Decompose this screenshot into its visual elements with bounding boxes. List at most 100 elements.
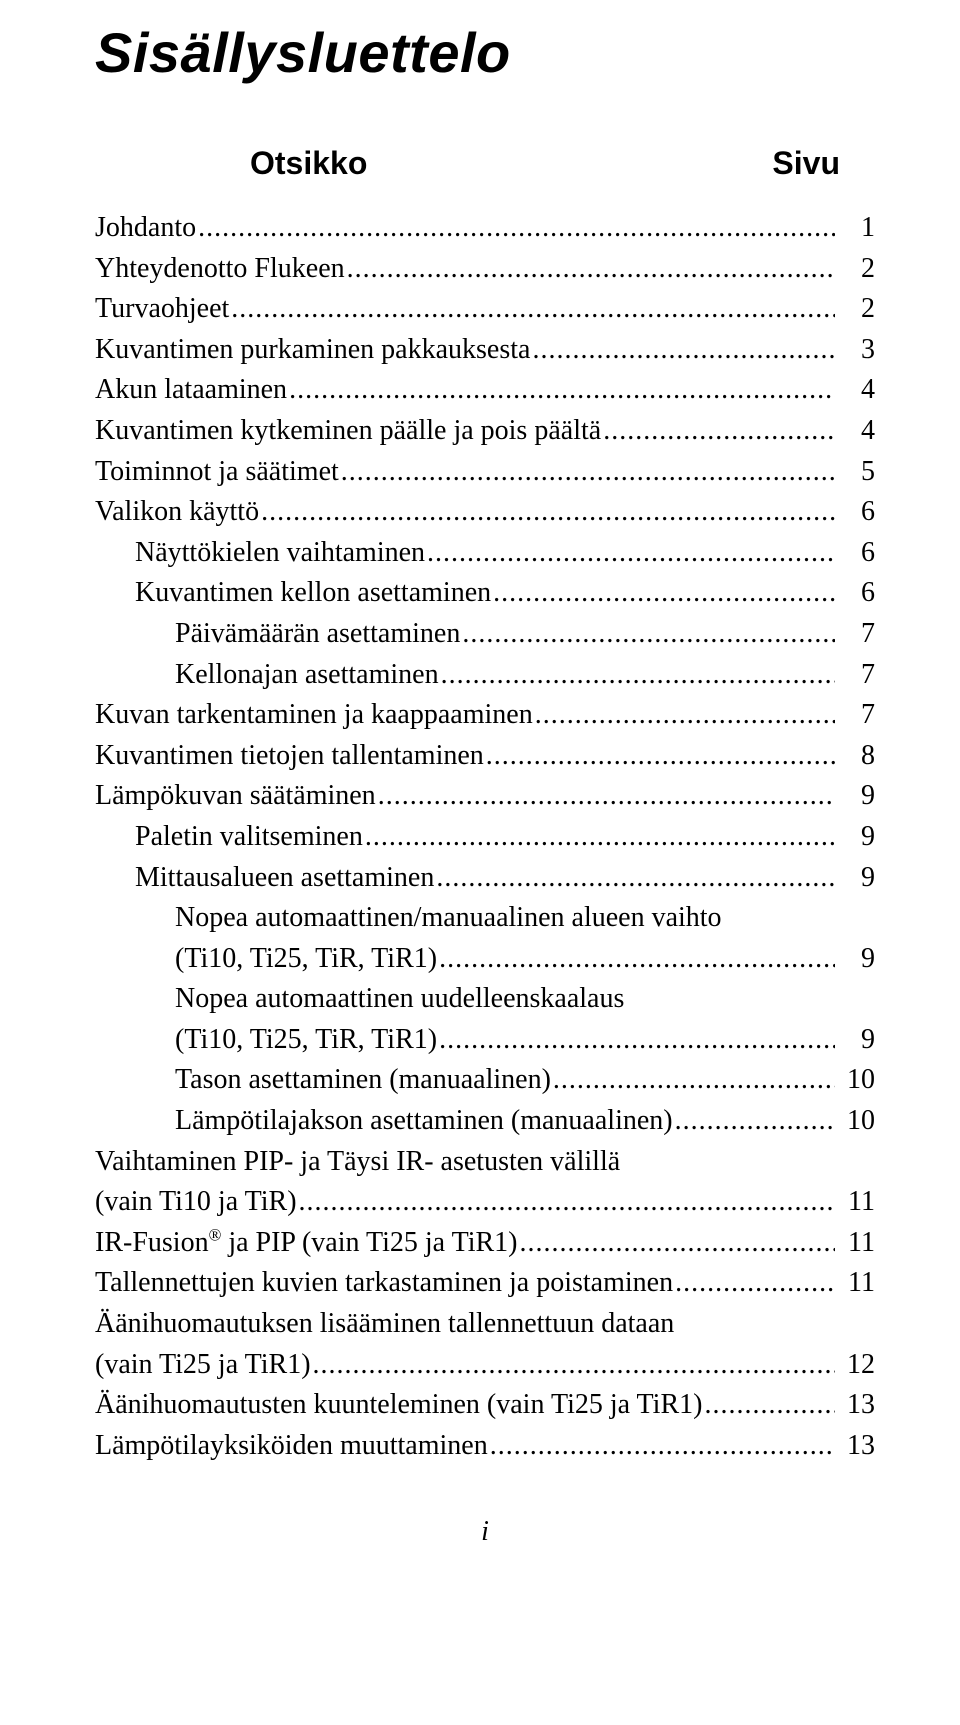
toc-entry-label: Akun lataaminen: [95, 370, 287, 411]
toc-leader-dots: [259, 492, 835, 533]
toc-entry: Valikon käyttö 6: [95, 492, 875, 533]
toc-entry-label: Tason asettaminen (manuaalinen): [175, 1060, 551, 1101]
document-title: Sisällysluettelo: [95, 20, 875, 85]
toc-entry: IR-Fusion® ja PIP (vain Ti25 ja TiR1)11: [95, 1223, 875, 1264]
toc-entry: Mittausalueen asettaminen 9: [95, 858, 875, 899]
toc-entry-label: Kuvantimen tietojen tallentaminen: [95, 736, 484, 777]
toc-entry-page: 7: [835, 655, 875, 696]
toc-entry: Kuvantimen kytkeminen päälle ja pois pää…: [95, 411, 875, 452]
toc-leader-dots: [196, 208, 835, 249]
toc-leader-dots: [673, 1263, 835, 1304]
page-number: i: [95, 1516, 875, 1548]
toc-entry-continuation: (vain Ti25 ja TiR1)12: [95, 1345, 875, 1386]
toc-entry-label: Vaihtaminen PIP- ja Täysi IR- asetusten …: [95, 1142, 620, 1183]
toc-entry-label: Lämpökuvan säätäminen: [95, 776, 376, 817]
toc-leader-dots: [287, 370, 835, 411]
toc-entry-label: Paletin valitseminen: [135, 817, 363, 858]
toc-entry-label: Toiminnot ja säätimet: [95, 452, 339, 493]
toc-entry: Päivämäärän asettaminen 7: [95, 614, 875, 655]
toc-column-headers: Otsikko Sivu: [95, 145, 875, 182]
toc-entry: Kuvantimen kellon asettaminen6: [95, 573, 875, 614]
toc-leader-dots: [345, 249, 835, 290]
toc-entry-page: 2: [835, 289, 875, 330]
toc-entry: Vaihtaminen PIP- ja Täysi IR- asetusten …: [95, 1142, 875, 1183]
toc-entry: Johdanto1: [95, 208, 875, 249]
toc-entry-continuation-label: (vain Ti10 ja TiR): [95, 1182, 297, 1223]
column-header-title: Otsikko: [250, 145, 367, 182]
toc-entry: Tason asettaminen (manuaalinen) 10: [95, 1060, 875, 1101]
toc-entry: Turvaohjeet2: [95, 289, 875, 330]
toc-leader-dots: [439, 655, 835, 696]
toc-entry-label: Näyttökielen vaihtaminen: [135, 533, 425, 574]
toc-entry-page: 7: [835, 614, 875, 655]
toc-entry-page: 9: [835, 858, 875, 899]
toc-leader-dots: [460, 614, 835, 655]
toc-entry-page: 3: [835, 330, 875, 371]
toc-entry: Paletin valitseminen 9: [95, 817, 875, 858]
toc-entry: Kuvantimen purkaminen pakkauksesta 3: [95, 330, 875, 371]
toc-entry-page: 9: [835, 817, 875, 858]
toc-entry-page: 12: [835, 1345, 875, 1386]
toc-entry: Nopea automaattinen uudelleenskaalaus: [95, 979, 875, 1020]
toc-entry-label: Kuvan tarkentaminen ja kaappaaminen: [95, 695, 533, 736]
toc-entry-label: Nopea automaattinen/manuaalinen alueen v…: [175, 898, 722, 939]
toc-entry-continuation-label: (Ti10, Ti25, TiR, TiR1): [175, 939, 437, 980]
toc-leader-dots: [484, 736, 835, 777]
toc-leader-dots: [434, 858, 835, 899]
toc-leader-dots: [425, 533, 835, 574]
toc-leader-dots: [518, 1223, 836, 1264]
toc-entry-continuation: (Ti10, Ti25, TiR, TiR1) 9: [95, 1020, 875, 1061]
toc-entry-label: Kuvantimen purkaminen pakkauksesta: [95, 330, 530, 371]
toc-entry-page: 9: [835, 1020, 875, 1061]
toc-entry: Nopea automaattinen/manuaalinen alueen v…: [95, 898, 875, 939]
toc-entry: Kuvan tarkentaminen ja kaappaaminen 7: [95, 695, 875, 736]
toc-entry-page: 5: [835, 452, 875, 493]
toc-entry-label: Lämpötilayksiköiden muuttaminen: [95, 1426, 488, 1467]
toc-leader-dots: [437, 1020, 835, 1061]
toc-entry-continuation-label: (Ti10, Ti25, TiR, TiR1): [175, 1020, 437, 1061]
toc-entry: Tallennettujen kuvien tarkastaminen ja p…: [95, 1263, 875, 1304]
toc-leader-dots: [297, 1182, 835, 1223]
toc-entry-label: Lämpötilajakson asettaminen (manuaalinen…: [175, 1101, 673, 1142]
toc-leader-dots: [376, 776, 835, 817]
toc-leader-dots: [533, 695, 835, 736]
toc-entry-page: 10: [835, 1060, 875, 1101]
toc-entry: Toiminnot ja säätimet 5: [95, 452, 875, 493]
toc-entry-page: 6: [835, 492, 875, 533]
toc-entry-label: Äänihuomautusten kuunteleminen (vain Ti2…: [95, 1385, 702, 1426]
toc-entry-label: Kellonajan asettaminen: [175, 655, 439, 696]
toc-entry-page: 7: [835, 695, 875, 736]
toc-entry: Kuvantimen tietojen tallentaminen 8: [95, 736, 875, 777]
toc-entry-page: 11: [835, 1223, 875, 1264]
toc-entry-label: Päivämäärän asettaminen: [175, 614, 460, 655]
toc-leader-dots: [363, 817, 835, 858]
table-of-contents: Johdanto1Yhteydenotto Flukeen2Turvaohjee…: [95, 208, 875, 1466]
toc-entry: Lämpötilayksiköiden muuttaminen13: [95, 1426, 875, 1467]
toc-leader-dots: [311, 1345, 835, 1386]
toc-entry-page: 13: [835, 1385, 875, 1426]
column-header-page: Sivu: [772, 145, 840, 182]
toc-entry-label: Johdanto: [95, 208, 196, 249]
toc-entry: Lämpökuvan säätäminen9: [95, 776, 875, 817]
toc-leader-dots: [673, 1101, 835, 1142]
toc-leader-dots: [437, 939, 835, 980]
toc-entry-continuation: (vain Ti10 ja TiR) 11: [95, 1182, 875, 1223]
toc-leader-dots: [601, 411, 835, 452]
toc-entry: Yhteydenotto Flukeen2: [95, 249, 875, 290]
toc-entry-page: 6: [835, 533, 875, 574]
toc-entry-label: Mittausalueen asettaminen: [135, 858, 434, 899]
page-container: Sisällysluettelo Otsikko Sivu Johdanto1Y…: [0, 0, 960, 1588]
toc-entry-page: 11: [835, 1182, 875, 1223]
toc-entry-page: 9: [835, 939, 875, 980]
toc-entry-page: 8: [835, 736, 875, 777]
toc-entry-label: Tallennettujen kuvien tarkastaminen ja p…: [95, 1263, 673, 1304]
toc-entry-label: Nopea automaattinen uudelleenskaalaus: [175, 979, 624, 1020]
toc-entry-page: 2: [835, 249, 875, 290]
toc-leader-dots: [488, 1426, 835, 1467]
toc-entry-label: Valikon käyttö: [95, 492, 259, 533]
toc-leader-dots: [551, 1060, 835, 1101]
toc-entry: Akun lataaminen4: [95, 370, 875, 411]
toc-entry: Äänihuomautusten kuunteleminen (vain Ti2…: [95, 1385, 875, 1426]
toc-entry: Äänihuomautuksen lisääminen tallennettuu…: [95, 1304, 875, 1345]
toc-entry: Näyttökielen vaihtaminen 6: [95, 533, 875, 574]
